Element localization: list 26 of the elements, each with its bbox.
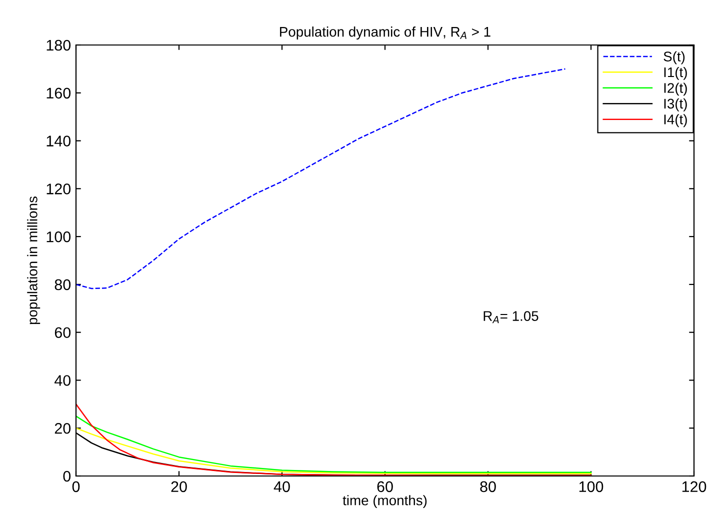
x-tick-label: 100 bbox=[579, 481, 604, 492]
y-tick-label: 120 bbox=[46, 184, 71, 194]
y-tick-label: 100 bbox=[46, 231, 71, 242]
y-axis-title: population in millions bbox=[27, 196, 40, 324]
legend-label: S(t) bbox=[664, 51, 685, 64]
y-tick-label: 160 bbox=[46, 88, 71, 99]
chart-title: Population dynamic of HIV, R$_{A}$ > 1 bbox=[280, 26, 490, 40]
x-tick-label: 0 bbox=[72, 481, 80, 492]
x-tick-label: 40 bbox=[274, 481, 290, 492]
annotation: R$_{A}$= 1.05 bbox=[484, 311, 538, 324]
legend-label: I1(t) bbox=[664, 66, 687, 80]
y-tick-label: 20 bbox=[54, 422, 71, 434]
y-tick-label: 60 bbox=[54, 327, 71, 338]
x-tick-label: 60 bbox=[377, 481, 393, 492]
x-tick-label: 80 bbox=[480, 481, 496, 492]
legend-label: I2(t) bbox=[664, 82, 687, 96]
x-axis-title: time (months) bbox=[342, 495, 427, 508]
y-tick-label: 40 bbox=[54, 375, 71, 386]
y-tick-label: 180 bbox=[46, 40, 71, 51]
y-tick-label: 80 bbox=[54, 279, 71, 290]
y-tick-label: 140 bbox=[46, 136, 71, 146]
legend-label: I3(t) bbox=[664, 98, 687, 112]
x-tick-label: 20 bbox=[171, 481, 187, 492]
y-tick-label: 0 bbox=[63, 470, 71, 482]
legend-label: I4(t) bbox=[664, 114, 687, 128]
x-tick-label: 120 bbox=[682, 481, 706, 492]
